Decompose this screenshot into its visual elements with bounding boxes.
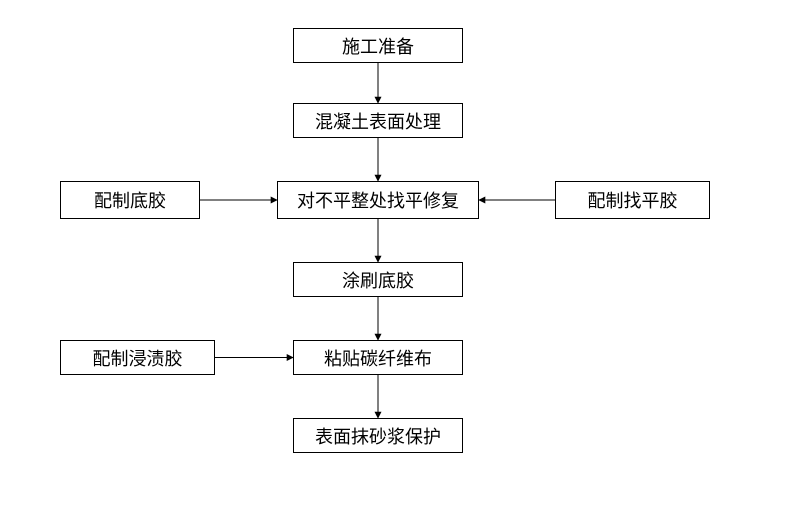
flowchart-node-n1: 混凝土表面处理: [293, 103, 463, 138]
node-label: 配制找平胶: [588, 187, 678, 213]
node-label: 施工准备: [342, 33, 414, 59]
node-label: 混凝土表面处理: [315, 108, 441, 134]
node-label: 粘贴碳纤维布: [324, 345, 432, 371]
node-label: 配制浸渍胶: [93, 345, 183, 371]
flowchart-node-n7: 配制浸渍胶: [60, 340, 215, 375]
node-label: 配制底胶: [94, 187, 166, 213]
flowchart-node-n6: 粘贴碳纤维布: [293, 340, 463, 375]
node-label: 对不平整处找平修复: [297, 187, 459, 213]
node-label: 表面抹砂浆保护: [315, 423, 441, 449]
node-label: 涂刷底胶: [342, 267, 414, 293]
flowchart-node-n4: 配制找平胶: [555, 181, 710, 219]
flowchart-node-n3: 配制底胶: [60, 181, 200, 219]
flowchart-node-n5: 涂刷底胶: [293, 262, 463, 297]
flowchart-node-n8: 表面抹砂浆保护: [293, 418, 463, 453]
flowchart-node-n0: 施工准备: [293, 28, 463, 63]
flowchart-node-n2: 对不平整处找平修复: [277, 181, 479, 219]
